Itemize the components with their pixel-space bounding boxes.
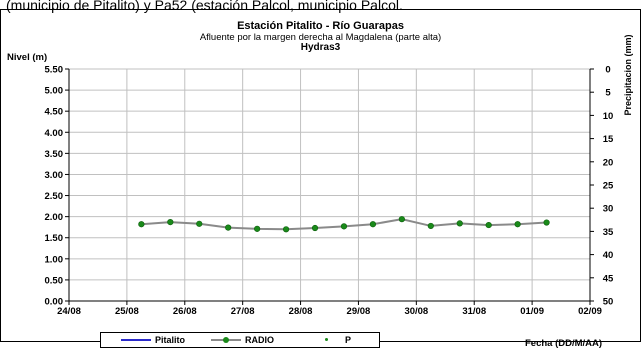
legend-label-pitalito: Pitalito — [155, 335, 186, 345]
legend: Pitalito RADIO P — [100, 332, 380, 348]
y2-tick-label: 20 — [603, 157, 614, 168]
y2-tick-label: 10 — [603, 111, 614, 122]
y2-tick-label: 40 — [603, 250, 614, 261]
x-tick-label: 24/08 — [57, 306, 81, 317]
chart-plot: 0.00 0.50 1.00 1.50 2.00 2.50 3.00 3.50 4.00 4.50… — [45, 65, 614, 318]
series-radio-point — [427, 222, 434, 230]
y-tick-label: 0.00 — [45, 297, 64, 308]
series-radio-point — [485, 221, 492, 229]
x-tick-label: 29/08 — [347, 306, 371, 317]
series-radio-point — [196, 220, 203, 227]
y-tick-label: 3.50 — [45, 149, 64, 160]
series-radio-point — [254, 225, 261, 232]
series-radio-point — [225, 224, 232, 231]
chart-frame: Estación Pitalito - Río Guarapas Afluent… — [0, 9, 641, 349]
series-radio-point — [167, 219, 174, 226]
y2-tick-label: 15 — [603, 134, 614, 145]
y2-tick-label: 5 — [605, 88, 611, 99]
y2-tick-label: 35 — [603, 227, 614, 238]
legend-item-radio: RADIO — [211, 334, 274, 346]
series-radio-point — [340, 223, 348, 230]
x-tick-label: 31/08 — [462, 306, 486, 317]
y2-tick-label: 0 — [605, 65, 610, 76]
y-tick-label: 2.00 — [45, 212, 64, 223]
legend-label-p: P — [345, 335, 352, 345]
series-radio-point — [282, 226, 290, 233]
x-tick-label: 01/09 — [520, 306, 544, 317]
legend-item-pitalito: Pitalito — [121, 334, 185, 346]
legend-swatch-p — [311, 334, 341, 346]
y2-tick-label: 25 — [603, 181, 614, 192]
y-tick-label: 2.50 — [45, 191, 64, 202]
y-tick-label: 4.00 — [45, 128, 64, 139]
x-tick-label: 30/08 — [404, 306, 428, 317]
x-tick-label: 27/08 — [231, 306, 255, 317]
y2-tick-label: 50 — [603, 297, 614, 308]
chart-title: Estación Pitalito - Río Guarapas — [237, 20, 404, 32]
y-axis-label: Nivel (m) — [7, 52, 48, 63]
series-radio-point — [543, 219, 550, 226]
y-tick-label: 5.50 — [45, 65, 64, 76]
y-tick-label: 1.50 — [45, 233, 64, 244]
series-radio-point — [456, 220, 463, 227]
legend-swatch-pitalito — [121, 334, 151, 346]
y-tick-label: 3.00 — [45, 170, 64, 181]
legend-swatch-radio — [211, 334, 241, 346]
series-radio-point — [514, 221, 521, 228]
chart-subtitle-2: Hydras3 — [300, 42, 341, 53]
x-tick-label: 25/08 — [115, 306, 139, 317]
chart-subtitle: Afluente por la margen derecha al Magdal… — [199, 32, 442, 43]
y-tick-label: 5.00 — [45, 86, 64, 97]
series-radio-point — [138, 221, 145, 228]
y-tick-label: 4.50 — [45, 107, 64, 118]
series-radio-point — [311, 224, 319, 232]
x-tick-label: 02/09 — [578, 306, 602, 317]
y2-tick-label: 45 — [603, 273, 614, 284]
x-tick-label: 26/08 — [173, 306, 197, 317]
series-radio-point — [369, 221, 377, 228]
series-radio-point — [398, 216, 405, 223]
legend-item-p: P — [311, 334, 351, 346]
y-tick-label: 0.50 — [45, 275, 64, 286]
y-tick-label: 1.00 — [45, 254, 64, 265]
y2-tick-label: 30 — [603, 204, 614, 215]
legend-label-radio: RADIO — [245, 335, 274, 345]
x-tick-label: 28/08 — [289, 306, 313, 317]
